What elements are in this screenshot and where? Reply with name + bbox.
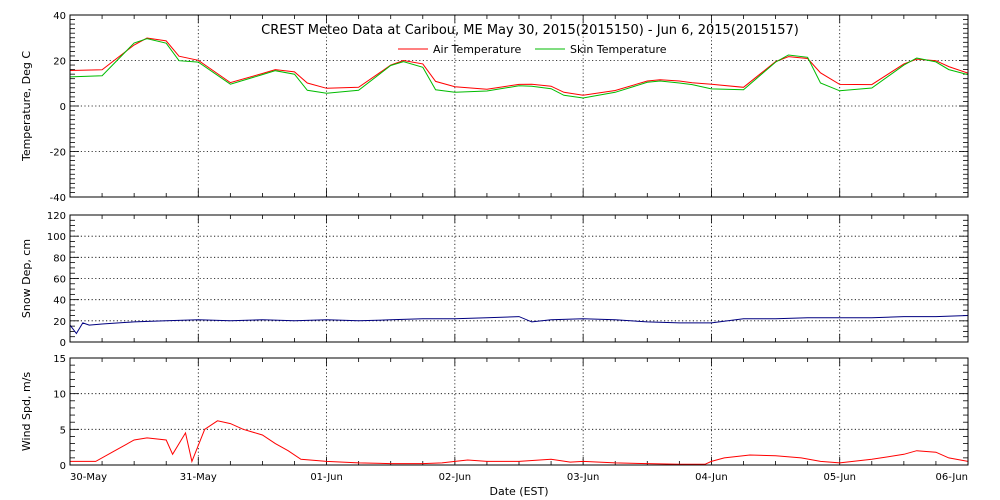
plot-frame bbox=[69, 357, 969, 466]
series-line-1 bbox=[70, 37, 968, 96]
y-tick-label: 0 bbox=[60, 461, 66, 472]
y-tick-label: 40 bbox=[53, 296, 66, 307]
y-tick-label: 5 bbox=[60, 425, 66, 436]
y-axis-label: Wind Spd, m/s bbox=[20, 372, 33, 452]
x-tick-label: 06-Jun bbox=[935, 472, 968, 483]
y-tick-label: -40 bbox=[50, 193, 66, 204]
y-tick-label: 100 bbox=[47, 232, 66, 243]
x-tick-label: 04-Jun bbox=[695, 472, 728, 483]
y-tick-label: 40 bbox=[53, 11, 66, 22]
series-line-1 bbox=[70, 420, 968, 465]
plot-frame bbox=[69, 14, 969, 198]
y-tick-label: 20 bbox=[53, 317, 66, 328]
x-tick-label: 03-Jun bbox=[567, 472, 600, 483]
y-tick-label: 80 bbox=[53, 253, 66, 264]
y-tick-label: 0 bbox=[60, 338, 66, 349]
plot-frame bbox=[69, 214, 969, 343]
y-tick-label: 0 bbox=[60, 102, 66, 113]
x-axis-label: Date (EST) bbox=[489, 485, 548, 498]
panel-2: 0 20 40 60 80 100 120 Snow Dep, cm bbox=[20, 211, 969, 349]
x-tick-label: 05-Jun bbox=[823, 472, 856, 483]
panel-3: 0 5 10 15 Wind Spd, m/s bbox=[20, 354, 969, 472]
x-tick-label: 31-May bbox=[180, 472, 217, 483]
legend-label-2: Skin Temperature bbox=[570, 43, 667, 56]
chart-title: CREST Meteo Data at Caribou, ME May 30, … bbox=[261, 23, 799, 38]
series-line-1 bbox=[70, 315, 968, 335]
y-axis-label: Temperature, Deg C bbox=[20, 51, 33, 162]
x-tick-label: 01-Jun bbox=[310, 472, 343, 483]
legend-label-1: Air Temperature bbox=[433, 43, 522, 56]
y-tick-label: 120 bbox=[47, 211, 66, 222]
y-tick-label: 10 bbox=[53, 390, 66, 401]
y-tick-label: 60 bbox=[53, 275, 66, 286]
legend: Air Temperature Skin Temperature bbox=[398, 43, 667, 56]
panel-1: -40 -20 0 20 40 Temperature, Deg C bbox=[20, 11, 969, 204]
x-tick-label: 02-Jun bbox=[439, 472, 472, 483]
y-axis-label: Snow Dep, cm bbox=[20, 239, 33, 318]
y-tick-label: -20 bbox=[50, 148, 66, 159]
y-tick-label: 20 bbox=[53, 57, 66, 68]
x-tick-label: 30-May bbox=[70, 472, 107, 483]
series-line-2 bbox=[70, 38, 968, 99]
y-tick-label: 15 bbox=[53, 354, 66, 365]
